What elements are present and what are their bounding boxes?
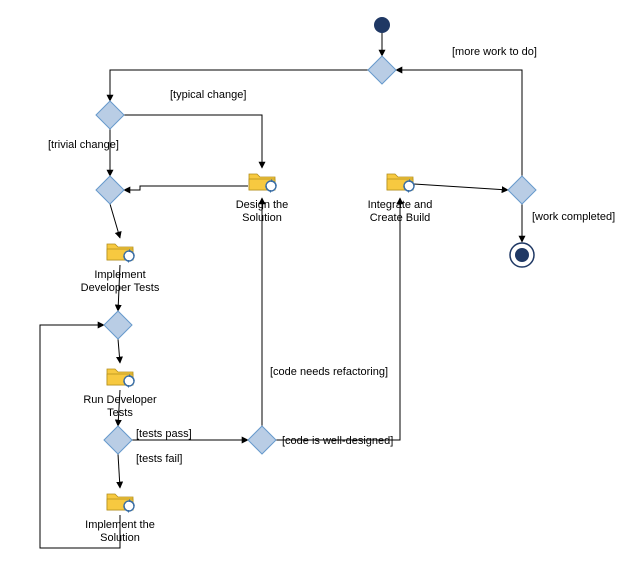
- label-design-solution: Design theSolution: [236, 199, 289, 224]
- edge-merge-impltests: [110, 204, 120, 238]
- edge-design-merge: [124, 186, 248, 190]
- edge-dtests-implsoln: [118, 454, 120, 488]
- final-node-inner: [515, 248, 529, 262]
- activity-act_impl_soln-icon: [107, 494, 134, 513]
- label-integrate-build: Integrate andCreate Build: [368, 199, 433, 224]
- label-more-work: [more work to do]: [452, 46, 537, 58]
- decision-d_merge_run: [104, 311, 132, 339]
- decision-d_right: [508, 176, 536, 204]
- decision-d_code: [248, 426, 276, 454]
- decision-d_merge_trivial: [96, 176, 124, 204]
- activity-act_run_tests-icon: [107, 369, 134, 388]
- edge-dright-dtop: [396, 70, 522, 176]
- label-tests-fail: [tests fail]: [136, 453, 182, 465]
- activity-act_impl_tests-icon: [107, 244, 134, 263]
- label-needs-refactoring: [code needs refactoring]: [270, 366, 388, 378]
- activity-act_integrate-icon: [387, 174, 414, 193]
- label-work-completed: [work completed]: [532, 211, 615, 223]
- edge-integrate-dright: [414, 184, 508, 190]
- label-trivial-change: [trivial change]: [48, 139, 119, 151]
- label-run-tests: Run DeveloperTests: [83, 394, 157, 419]
- decision-d_change: [96, 101, 124, 129]
- decision-d_top: [368, 56, 396, 84]
- edge-dchange-design: [124, 115, 262, 168]
- label-tests-pass: [tests pass]: [136, 428, 192, 440]
- activity-act_design-icon: [249, 174, 276, 193]
- edge-mergerun-run: [118, 339, 120, 363]
- edge-dcode-integrate: [276, 198, 400, 440]
- decision-d_tests: [104, 426, 132, 454]
- label-implement-tests: ImplementDeveloper Tests: [81, 269, 160, 294]
- label-typical-change: [typical change]: [170, 89, 246, 101]
- initial-node: [374, 17, 390, 33]
- label-well-designed: [code is well-designed]: [282, 435, 393, 447]
- label-implement-solution: Implement theSolution: [85, 519, 155, 544]
